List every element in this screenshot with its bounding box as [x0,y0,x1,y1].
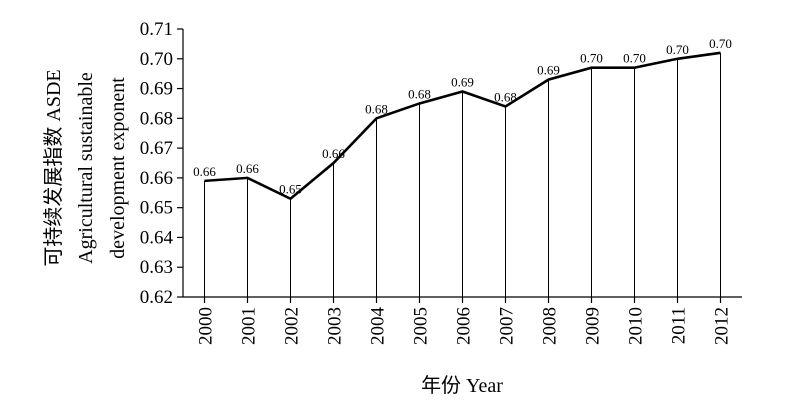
x-tick-label: 2002 [282,307,303,345]
x-tick-label: 2005 [411,307,432,345]
data-label: 0.69 [537,63,560,78]
x-tick-label: 2000 [196,307,217,345]
x-tick-label: 2007 [497,307,518,345]
data-label: 0.70 [666,42,689,57]
data-label: 0.69 [451,75,474,90]
y-tick-label: 0.68 [140,108,173,129]
x-tick-label: 2003 [325,307,346,345]
data-label: 0.66 [236,161,259,176]
data-label: 0.66 [193,164,216,179]
y-tick-label: 0.71 [140,19,173,40]
data-label: 0.70 [580,51,603,66]
plot-area: 0.62 0.63 0.64 0.65 0.66 0.67 0.68 0.69 0.70 0.71… [140,19,742,345]
y-tick-label: 0.63 [140,257,173,278]
y-tick-label: 0.66 [140,168,173,189]
x-tick-label: 2001 [239,307,260,345]
y-axis-title-line-2: Agricultural sustainable [75,72,97,264]
y-axis-title: 可持续发展指数 ASDE Agricultural sustainable de… [42,69,129,266]
data-label: 0.66 [322,146,345,161]
x-tick-label: 2009 [583,307,604,345]
data-label: 0.68 [408,86,431,101]
y-tick-label: 0.65 [140,198,173,219]
y-tick-label: 0.67 [140,138,173,159]
x-tick-label: 2010 [626,307,647,345]
y-tick-label: 0.64 [140,227,174,248]
data-label: 0.65 [279,182,302,197]
data-label: 0.70 [709,36,732,51]
x-tick-label: 2006 [454,307,475,345]
data-label: 0.68 [494,89,517,104]
y-tick-label: 0.69 [140,79,173,100]
y-axis-title-line-3: development exponent [107,77,129,259]
x-tick-label: 2011 [669,307,690,344]
y-axis-title-line-1: 可持续发展指数 ASDE [42,69,65,266]
x-tick-label: 2008 [540,307,561,345]
x-tick-label: 2012 [712,307,733,345]
y-tick-label: 0.62 [140,287,173,308]
x-axis-title: 年份 Year [421,374,503,397]
data-label: 0.70 [623,51,646,66]
series-line [204,51,721,201]
x-tick-label: 2004 [368,307,389,346]
data-label: 0.68 [365,101,388,116]
y-tick-label: 0.70 [140,49,173,70]
